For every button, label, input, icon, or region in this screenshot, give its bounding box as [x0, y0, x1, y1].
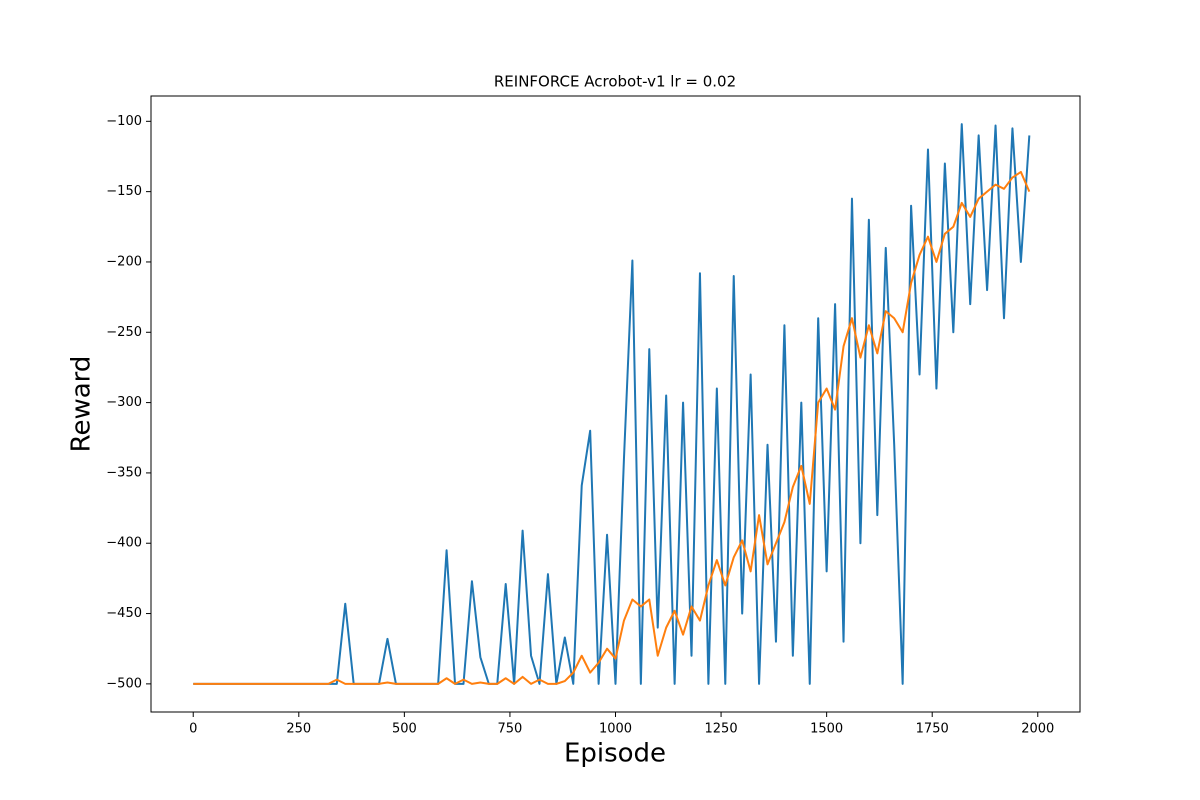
plot-frame [150, 95, 1081, 713]
x-axis-label: Episode [564, 739, 666, 769]
x-tick-label: 250 [286, 722, 311, 737]
y-tick-label: −450 [106, 606, 142, 621]
series-line [193, 123, 1031, 685]
y-tick-label: −250 [106, 325, 142, 340]
y-tick-label: −400 [106, 536, 142, 551]
y-tick-label: −150 [106, 184, 142, 199]
series-line [193, 170, 1031, 685]
x-tick-label: 2000 [1021, 722, 1054, 737]
x-tick-label: 750 [498, 722, 523, 737]
y-tick-label: −100 [106, 114, 142, 129]
y-axis-label: Reward [67, 356, 97, 453]
x-tick-label: 1000 [599, 722, 632, 737]
x-tick-label: 1250 [705, 722, 738, 737]
x-tick-label: 500 [392, 722, 417, 737]
chart-title: REINFORCE Acrobot-v1 lr = 0.02 [494, 73, 736, 91]
y-tick-label: −350 [106, 465, 142, 480]
x-tick-label: 0 [189, 722, 197, 737]
x-tick-label: 1750 [916, 722, 949, 737]
y-tick-label: −500 [106, 676, 142, 691]
y-tick-label: −200 [106, 254, 142, 269]
x-tick-label: 1500 [810, 722, 843, 737]
y-tick-label: −300 [106, 395, 142, 410]
